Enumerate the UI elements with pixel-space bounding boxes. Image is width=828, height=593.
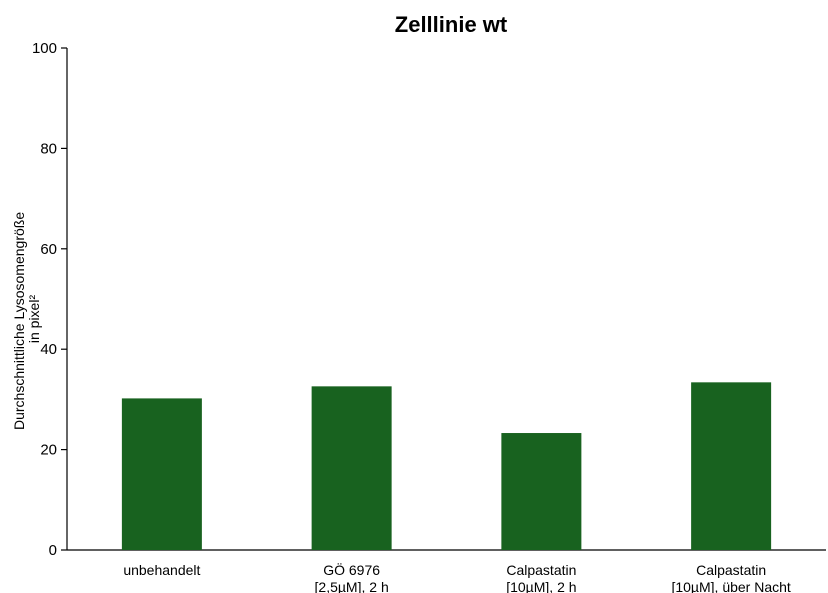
x-category-label-3-line-2: [10µM], 2 h	[506, 579, 576, 593]
bar-1	[121, 398, 202, 550]
x-category-label-2-line-2: [2,5µM], 2 h	[315, 579, 389, 593]
y-axis-label-line-2: in pixel²	[26, 295, 42, 344]
x-category-label-4-line-2: [10µM], über Nacht	[671, 579, 790, 593]
x-category-label-1-line-1: unbehandelt	[123, 562, 200, 578]
bar-4	[691, 382, 772, 550]
x-category-label-3-line-1: Calpastatin	[506, 562, 576, 578]
y-tick-label-40: 40	[40, 341, 57, 358]
bar-2	[311, 386, 392, 550]
x-category-label-4-line-1: Calpastatin	[696, 562, 766, 578]
y-tick-label-20: 20	[40, 442, 57, 459]
plot-area: 0 20 40 60 80 100 unbehandelt GÖ 6976[2,5µM], 2…	[32, 40, 826, 593]
y-tick-label-0: 0	[49, 542, 57, 559]
bar-3	[501, 433, 582, 550]
y-tick-label-60: 60	[40, 241, 57, 258]
y-axis-label: Durchschnittliche Lysosomengröße in pixe…	[11, 208, 42, 430]
x-category-label-2-line-1: GÖ 6976	[323, 561, 380, 578]
y-tick-label-80: 80	[40, 140, 57, 157]
y-tick-label-100: 100	[32, 40, 57, 57]
y-axis-label-line-1: Durchschnittliche Lysosomengröße	[11, 212, 27, 430]
chart-title: Zelllinie wt	[395, 12, 508, 37]
